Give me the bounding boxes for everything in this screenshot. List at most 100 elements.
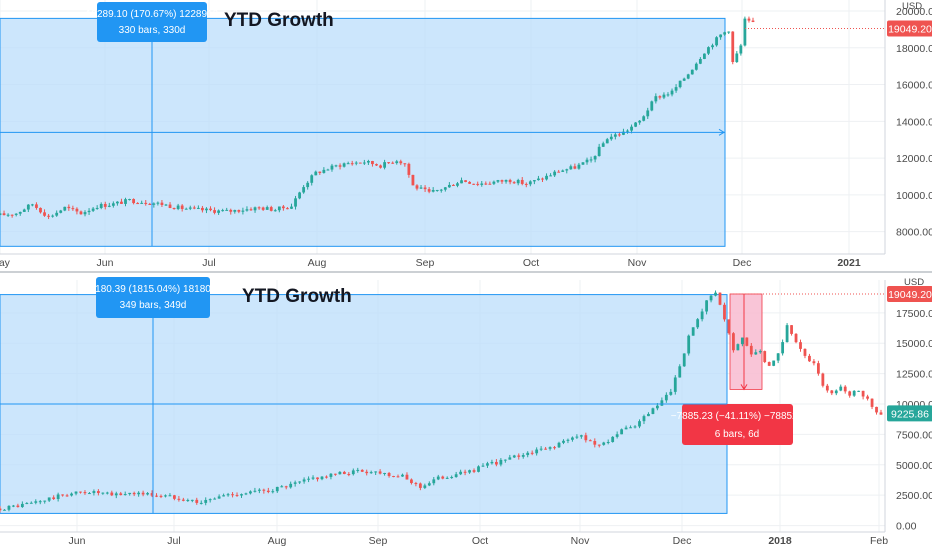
candle-body <box>26 204 30 210</box>
candle-body <box>2 213 6 216</box>
candle-body <box>418 483 422 488</box>
time-tick-label: Jul <box>202 257 215 269</box>
candle-body <box>579 435 583 437</box>
candle-body <box>277 206 281 211</box>
candle-body <box>350 163 354 165</box>
candle-body <box>670 90 674 95</box>
candle-body <box>271 491 275 493</box>
candle-body <box>114 493 118 496</box>
candle-body <box>739 45 743 54</box>
candle-body <box>196 207 200 209</box>
candle-body <box>111 203 115 206</box>
candle-body <box>159 495 163 497</box>
time-tick-label: 2021 <box>837 257 861 269</box>
candle-body <box>749 345 753 355</box>
price-tick-label: 8000.00 <box>896 227 932 239</box>
candle-body <box>188 207 192 209</box>
candle-body <box>306 182 310 188</box>
candle-body <box>530 452 534 454</box>
candle-body <box>217 210 221 213</box>
price-tick-label: 15000.00 <box>896 338 932 350</box>
candle-body <box>346 163 350 165</box>
candle-body <box>584 435 588 441</box>
candle-body <box>201 207 204 211</box>
candle-body <box>581 162 585 165</box>
candle-body <box>6 214 10 216</box>
candle-body <box>128 492 132 495</box>
candle-body <box>87 210 91 213</box>
candle-body <box>718 292 722 305</box>
candle-body <box>503 459 507 461</box>
candle-body <box>0 508 2 511</box>
candle-body <box>217 496 221 499</box>
candle-body <box>436 476 440 480</box>
candle-body <box>298 481 302 483</box>
candle-body <box>843 386 847 392</box>
candle-body <box>545 175 548 180</box>
candle-body <box>486 463 489 466</box>
candle-body <box>535 449 539 454</box>
chart-title-top: YTD Growth <box>224 10 334 31</box>
candle-body <box>678 366 682 378</box>
candle-body <box>74 491 78 494</box>
candle-body <box>371 160 374 165</box>
candle-body <box>682 78 686 81</box>
candle-body <box>439 189 443 191</box>
candle-body <box>91 208 95 211</box>
candle-body <box>59 210 63 213</box>
candle-body <box>537 178 540 181</box>
price-axis-bottom[interactable]: 17500.0015000.0012500.0010000.007500.005… <box>884 280 932 533</box>
candle-body <box>387 162 391 164</box>
candle-body <box>743 18 747 46</box>
candle-body <box>601 143 605 147</box>
candle-body <box>116 201 119 204</box>
candle-body <box>691 327 695 336</box>
candle-body <box>70 493 73 496</box>
candle-body <box>557 171 561 173</box>
candle-body <box>338 471 342 475</box>
candle-body <box>678 80 682 88</box>
candle-body <box>205 208 208 211</box>
candle-body <box>606 442 610 444</box>
candle-body <box>52 497 56 499</box>
candle-body <box>557 442 561 448</box>
price-tick-label: 14000.00 <box>896 116 932 128</box>
candle-body <box>707 47 710 54</box>
candle-body <box>307 478 310 480</box>
price-tick-label: 18000.00 <box>896 43 932 55</box>
candle-body <box>358 162 362 164</box>
candle-body <box>266 490 270 493</box>
time-axis-top[interactable]: May Jun Jul Aug Sep Oct Nov Dec 2021 <box>0 253 885 269</box>
candle-body <box>460 180 463 184</box>
candle-body <box>51 215 55 217</box>
candle-body <box>330 165 334 170</box>
candle-body <box>25 503 29 505</box>
price-tick-label: 10000.00 <box>896 190 932 202</box>
time-axis-bottom[interactable]: Jun Jul Aug Sep Oct Nov Dec 2018 Feb <box>0 531 888 547</box>
candle-body <box>249 209 253 211</box>
candle-body <box>325 476 328 478</box>
candle-body <box>403 163 407 165</box>
candle-body <box>29 502 33 504</box>
candle-body <box>95 207 99 209</box>
candle-body <box>322 169 326 173</box>
price-axis-top[interactable]: 20000.00 18000.00 16000.00 14000.00 12000.00… <box>884 0 932 254</box>
candle-body <box>375 164 378 166</box>
candle-body <box>754 352 758 355</box>
candle-body <box>698 58 702 64</box>
candle-body <box>241 210 245 212</box>
candle-body <box>719 34 723 38</box>
candle-body <box>562 440 565 443</box>
candle-body <box>257 207 261 209</box>
candle-body <box>213 210 216 213</box>
candle-body <box>213 498 217 500</box>
candle-body <box>432 479 436 484</box>
candle-body <box>20 503 24 508</box>
candle-body <box>221 210 225 212</box>
candle-body <box>620 429 624 435</box>
candle-body <box>302 479 306 482</box>
candle-body <box>480 183 484 185</box>
candle-body <box>723 304 726 320</box>
candle-body <box>365 471 369 474</box>
price-tick-label: 5000.00 <box>896 460 932 472</box>
